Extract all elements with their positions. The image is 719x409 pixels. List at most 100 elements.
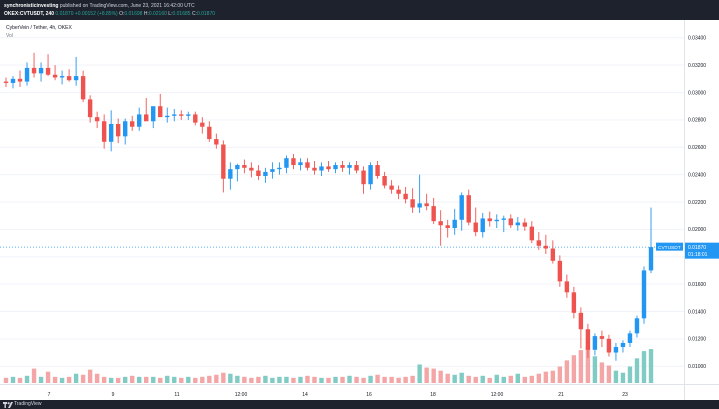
- volume-bar: [641, 351, 647, 383]
- candle-body: [592, 336, 598, 350]
- volume-bar: [480, 375, 485, 383]
- volume-bar: [501, 376, 506, 383]
- volume-bar: [613, 370, 619, 383]
- candle-body: [305, 162, 310, 168]
- candle-body: [115, 124, 121, 137]
- volume-bar: [66, 376, 72, 383]
- candle-body: [550, 248, 556, 261]
- symbol-tag-bg: [656, 242, 683, 251]
- candle-body: [200, 122, 205, 127]
- candle-body: [564, 281, 570, 293]
- candle-body: [165, 115, 170, 118]
- volume-bar: [186, 376, 191, 383]
- candle-body: [424, 203, 429, 207]
- volume-bar: [571, 355, 577, 383]
- volume-bars: [3, 347, 654, 383]
- symbol-tag-text: CVTUSDT: [658, 245, 681, 251]
- y-tick-label: 0.02000: [688, 227, 706, 233]
- volume-bar: [466, 375, 471, 383]
- volume-bar: [410, 375, 415, 383]
- candle-body: [340, 165, 345, 168]
- ohlc-info: OKEX:CVTUSDT, 240 0.01870 +0.00152 (+8.8…: [4, 9, 215, 19]
- candle-body: [641, 270, 647, 319]
- legend-title[interactable]: CyberVein / Tether, 4h, OKEX: [6, 25, 72, 31]
- footer-brand[interactable]: TradingView: [14, 401, 42, 407]
- candle-body: [326, 166, 331, 170]
- volume-bar: [634, 358, 640, 383]
- legend-volume[interactable]: Vol: [6, 33, 13, 39]
- volume-bar: [207, 375, 212, 383]
- volume-bar: [403, 376, 408, 383]
- candle-body: [73, 76, 79, 81]
- volume-bar: [508, 375, 513, 383]
- volume-bar: [438, 370, 443, 383]
- candle-body: [31, 67, 37, 74]
- volume-bar: [214, 374, 219, 383]
- x-tick-label: 12:00: [491, 392, 504, 398]
- candle-body: [473, 222, 478, 233]
- candle-body: [298, 162, 303, 166]
- x-tick-label: 16: [366, 392, 372, 398]
- volume-bar: [382, 376, 387, 383]
- volume-bar: [291, 377, 296, 383]
- volume-bar: [606, 365, 612, 383]
- volume-bar: [368, 375, 373, 383]
- last-price: 0.01870: [55, 11, 74, 17]
- publish-header: synchronisticinvesting published on Trad…: [0, 0, 719, 20]
- volume-bar: [172, 376, 177, 383]
- candle-body: [59, 76, 65, 78]
- price-tag-value: 0.01870: [688, 245, 706, 251]
- candle-body: [80, 76, 86, 100]
- volume-bar: [417, 364, 422, 383]
- volume-bar: [648, 349, 654, 383]
- volume-bar: [263, 375, 268, 383]
- volume-bar: [396, 377, 401, 383]
- volume-bar: [122, 376, 128, 383]
- candle-body: [94, 117, 100, 122]
- candle-body: [312, 167, 317, 171]
- chart-area[interactable]: 0.03400 0.03200 0.03000 0.02800 0.02600 0.024…: [0, 20, 719, 400]
- candle-body: [606, 338, 612, 353]
- volume-bar: [515, 373, 520, 383]
- volume-bar: [52, 376, 58, 383]
- tradingview-logo-icon[interactable]: [3, 401, 13, 408]
- candle-body: [270, 169, 275, 172]
- candle-body: [284, 158, 289, 168]
- volume-bar: [550, 370, 556, 383]
- close-label: C:: [191, 11, 197, 17]
- time-axis: 7 9 11 12:00 14 16 18 12:00 21 23: [0, 384, 719, 398]
- volume-bar: [59, 377, 65, 383]
- candle-body: [382, 176, 387, 186]
- candle-body: [66, 76, 72, 81]
- volume-bar: [144, 376, 149, 383]
- x-tick-label: 23: [622, 392, 628, 398]
- publisher-name[interactable]: synchronisticinvesting: [4, 3, 59, 9]
- volume-bar: [179, 377, 184, 383]
- x-tick-label: 11: [174, 392, 179, 398]
- volume-bar: [627, 366, 633, 383]
- candle-body: [417, 203, 422, 208]
- candle-body: [249, 167, 254, 171]
- volume-bar: [10, 376, 16, 383]
- candles: [3, 52, 654, 361]
- volume-bar: [228, 373, 233, 383]
- candle-body: [466, 195, 471, 223]
- y-tick-label: 0.01000: [688, 364, 706, 370]
- candle-body: [10, 78, 16, 83]
- volume-bar: [487, 377, 492, 383]
- y-tick-label: 0.02400: [688, 172, 706, 178]
- volume-bar: [242, 376, 247, 383]
- candle-body: [375, 165, 380, 176]
- candlestick-chart[interactable]: 0.03400 0.03200 0.03000 0.02800 0.02600 0.024…: [0, 20, 719, 400]
- candle-body: [52, 74, 58, 78]
- y-tick-label: 0.03000: [688, 90, 706, 96]
- candle-body: [129, 121, 135, 127]
- volume-bar: [80, 374, 86, 383]
- volume-bar: [424, 367, 429, 383]
- volume-bar: [564, 360, 570, 383]
- volume-bar: [137, 376, 142, 383]
- volume-bar: [340, 376, 345, 383]
- candle-body: [137, 114, 142, 127]
- candle-body: [410, 199, 415, 208]
